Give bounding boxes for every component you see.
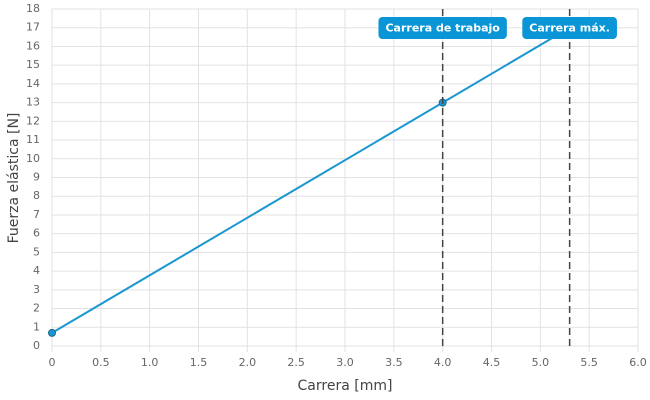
y-tick-label: 5 — [33, 245, 40, 258]
y-tick-label: 13 — [26, 96, 40, 109]
x-tick-label: 1.5 — [190, 356, 208, 369]
x-tick-label: 5.5 — [580, 356, 598, 369]
x-tick-label: 0 — [49, 356, 56, 369]
x-axis-title: Carrera [mm] — [298, 378, 393, 394]
annotation-text: Carrera de trabajo — [385, 22, 500, 35]
annotation-label: Carrera máx. — [522, 17, 617, 39]
y-tick-label: 6 — [33, 227, 40, 240]
annotation-text: Carrera máx. — [529, 22, 610, 35]
y-tick-label: 16 — [26, 39, 40, 52]
x-tick-label: 2.0 — [239, 356, 257, 369]
x-tick-label: 4.0 — [434, 356, 452, 369]
y-tick-label: 3 — [33, 283, 40, 296]
x-tick-label: 1.0 — [141, 356, 159, 369]
y-tick-label: 18 — [26, 2, 40, 15]
x-tick-label: 2.5 — [287, 356, 305, 369]
y-tick-label: 2 — [33, 302, 40, 315]
y-tick-label: 15 — [26, 58, 40, 71]
x-tick-label: 0.5 — [92, 356, 110, 369]
point — [48, 328, 56, 337]
y-tick-label: 1 — [33, 320, 40, 333]
y-tick-label: 17 — [26, 21, 40, 34]
x-tick-label: 4.5 — [483, 356, 501, 369]
y-tick-label: 11 — [26, 133, 40, 146]
x-tick-label: 3.0 — [336, 356, 354, 369]
y-tick-label: 12 — [26, 114, 40, 127]
y-axis-title: Fuerza elástica [N] — [6, 113, 22, 244]
x-tick-label: 3.5 — [385, 356, 403, 369]
y-tick-label: 4 — [33, 264, 40, 277]
y-tick-label: 0 — [33, 339, 40, 352]
x-tick-label: 6.0 — [629, 356, 647, 369]
annotation-label: Carrera de trabajo — [378, 17, 507, 39]
y-tick-label: 10 — [26, 152, 40, 165]
y-tick-label: 9 — [33, 171, 40, 184]
annotation-box — [522, 17, 617, 39]
x-tick-label: 5.0 — [532, 356, 550, 369]
y-tick-label: 14 — [26, 77, 40, 90]
y-tick-label: 7 — [33, 208, 40, 221]
annotation-box — [378, 17, 507, 39]
y-tick-label: 8 — [33, 189, 40, 202]
